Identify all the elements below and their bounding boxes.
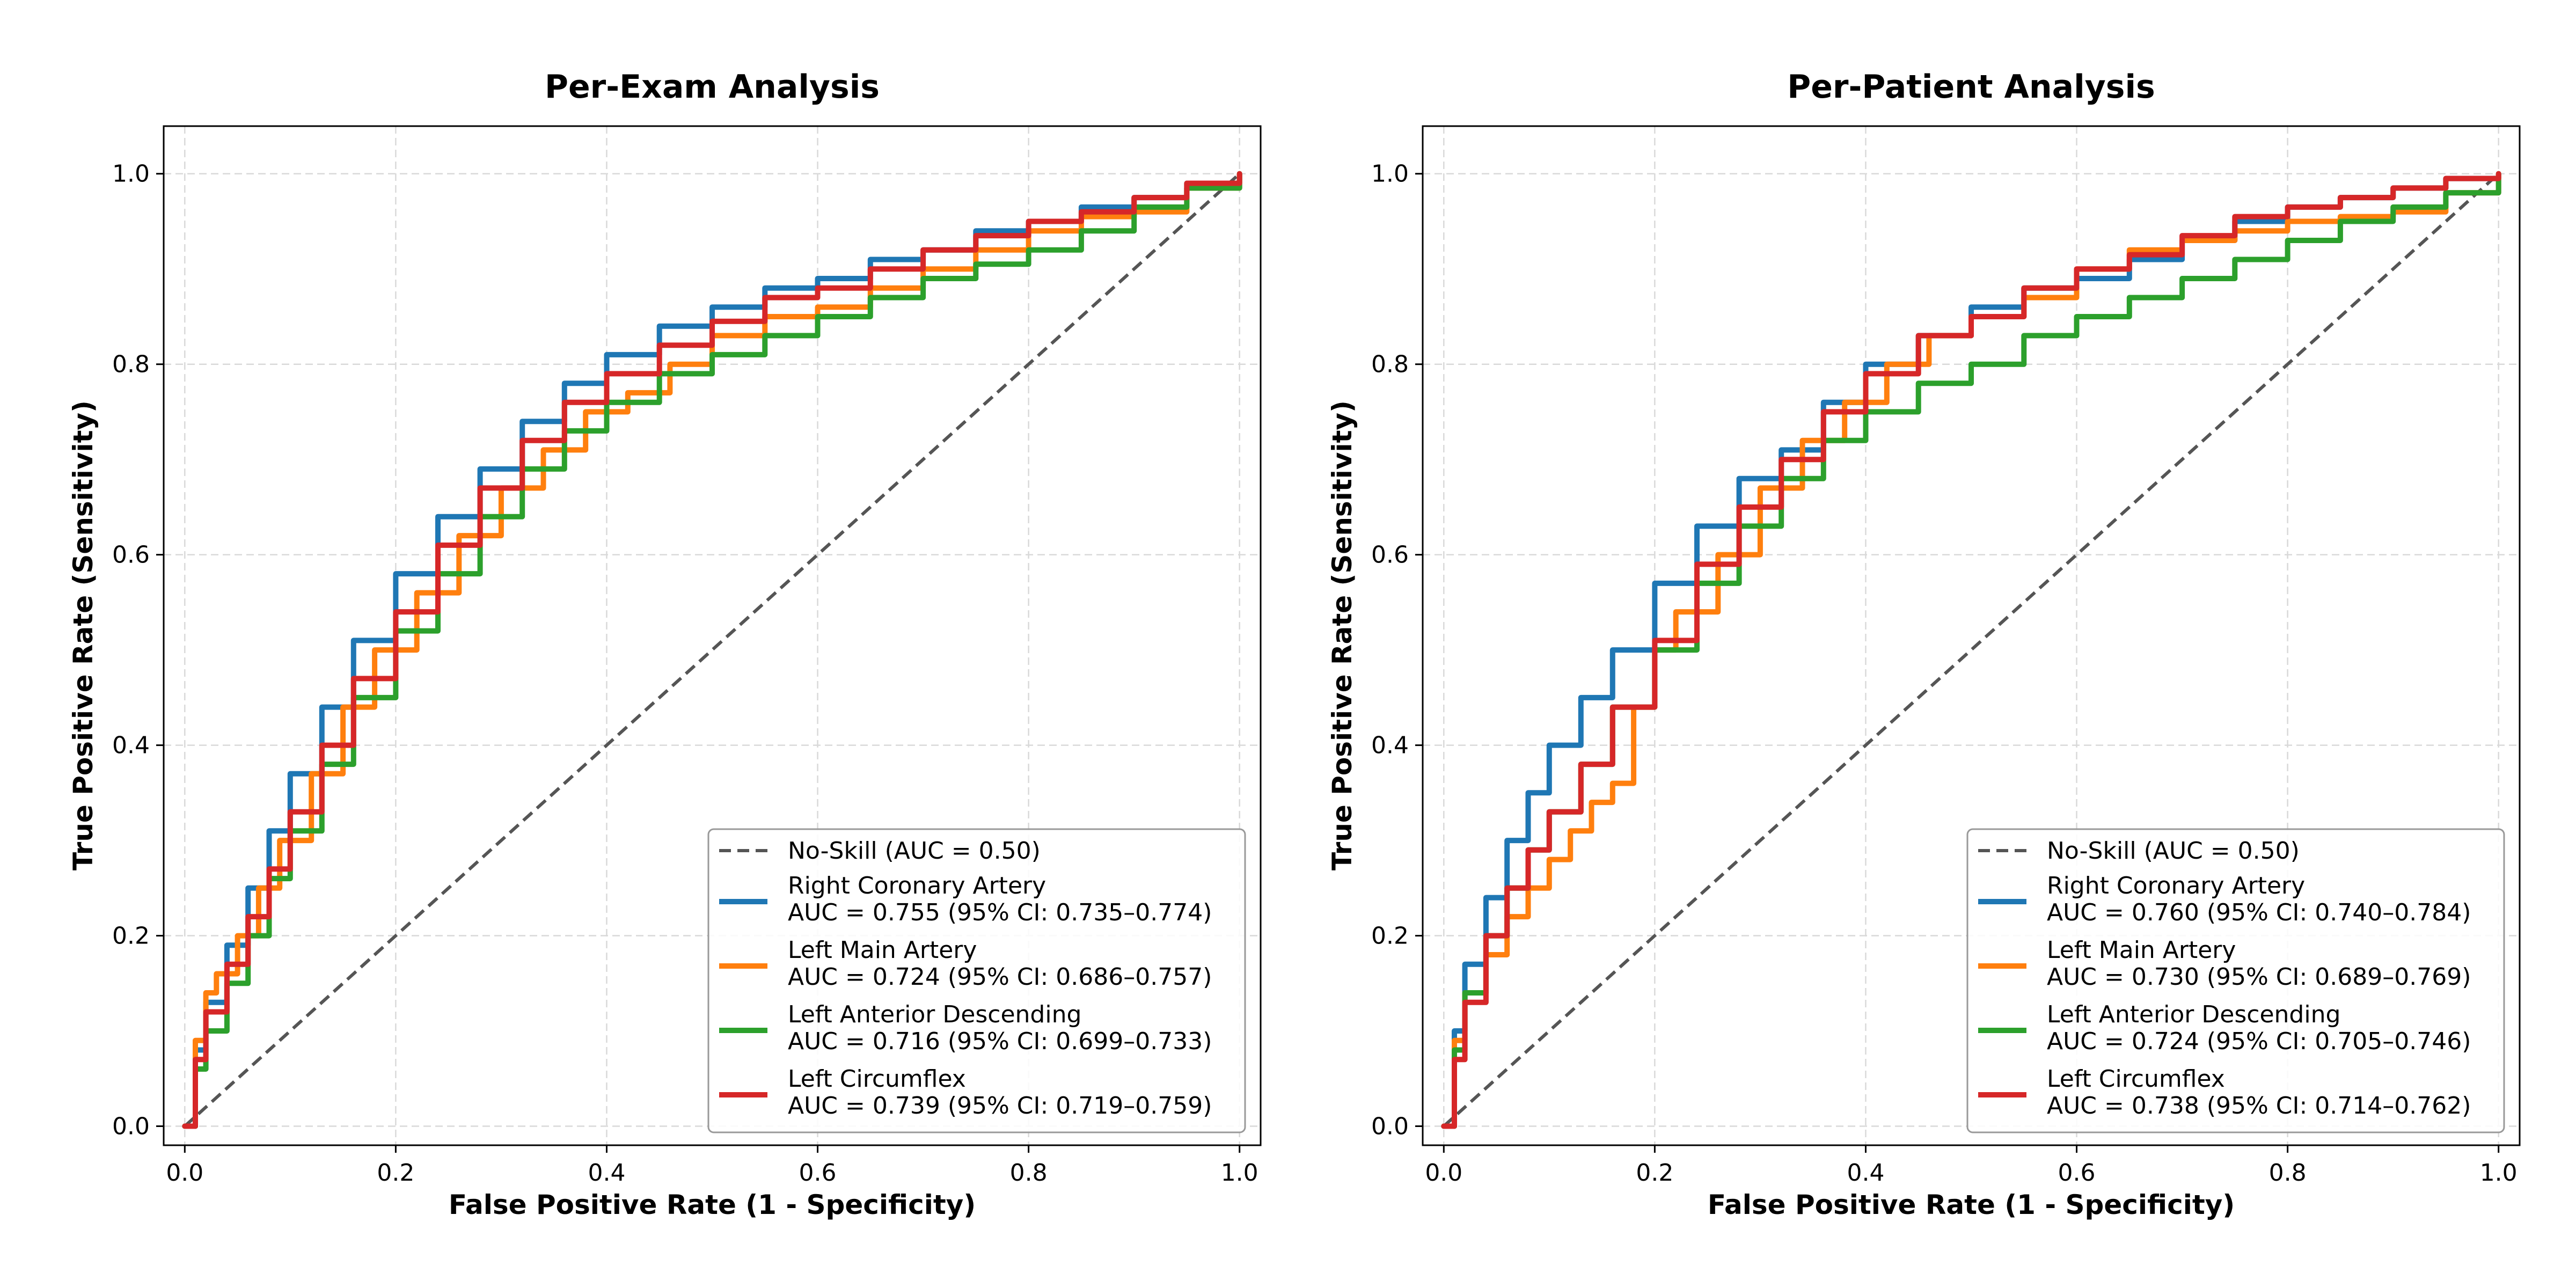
lm-legend-name: Left Main Artery — [2047, 936, 2236, 964]
per-patient-y-axis-label: True Positive Rate (Sensitivity) — [1327, 400, 1358, 870]
per-exam-curves — [182, 171, 1242, 1129]
per-exam-panel: Per-Exam Analysis 0.0 0.2 0.4 0.6 0.8 1.… — [68, 68, 1262, 1220]
per-exam-x-tick-label: 0.4 — [588, 1159, 625, 1187]
per-exam-legend: No-Skill (AUC = 0.50) Right Coronary Art… — [707, 828, 1246, 1133]
per-patient-x-axis-label: False Positive Rate (1 - Specificity) — [1708, 1189, 2235, 1220]
lcx-legend-auc: AUC = 0.738 (95% CI: 0.714–0.762) — [2047, 1092, 2471, 1119]
lm-legend-name: Left Main Artery — [788, 936, 977, 964]
per-exam-y-tick-label: 0.6 — [112, 541, 150, 569]
per-patient-left-main-artery-curve — [1441, 171, 2501, 1129]
per-exam-x-tick-label: 0.2 — [377, 1159, 414, 1187]
per-patient-y-tick-label: 0.4 — [1371, 732, 1409, 759]
no-skill-legend-label: No-Skill (AUC = 0.50) — [788, 837, 1041, 865]
per-patient-y-tick-label: 0.0 — [1371, 1113, 1409, 1140]
per-patient-left-circumflex-curve — [1441, 171, 2501, 1129]
rca-legend-auc: AUC = 0.755 (95% CI: 0.735–0.774) — [788, 899, 1212, 926]
per-patient-plot-frame — [1422, 125, 2521, 1146]
lm-legend-auc: AUC = 0.724 (95% CI: 0.686–0.757) — [788, 963, 1212, 991]
per-patient-x-tick-label: 0.4 — [1847, 1159, 1884, 1187]
per-exam-left-circumflex-curve — [182, 171, 1242, 1129]
lcx-legend-name: Left Circumflex — [788, 1065, 966, 1093]
per-exam-y-tick-label: 0.4 — [112, 732, 150, 759]
per-patient-x-tick-label: 0.8 — [2269, 1159, 2307, 1187]
lcx-legend-name: Left Circumflex — [2047, 1065, 2225, 1093]
no-skill-legend-label: No-Skill (AUC = 0.50) — [2047, 837, 2300, 865]
per-exam-y-tick-label: 1.0 — [112, 160, 150, 188]
per-patient-title: Per-Patient Analysis — [1787, 68, 2155, 106]
per-exam-y-tick-label: 0.8 — [112, 351, 150, 378]
per-patient-legend: No-Skill (AUC = 0.50) Right Coronary Art… — [1966, 828, 2505, 1133]
per-patient-panel: Per-Patient Analysis 0.0 0.2 0.4 0.6 0.8… — [1327, 68, 2521, 1220]
rca-legend-auc: AUC = 0.760 (95% CI: 0.740–0.784) — [2047, 899, 2471, 926]
per-patient-x-tick-label: 0.6 — [2058, 1159, 2096, 1187]
per-exam-x-axis: 0.0 0.2 0.4 0.6 0.8 1.0 — [166, 1159, 1258, 1187]
per-patient-y-tick-label: 0.8 — [1371, 351, 1409, 378]
per-exam-x-axis-label: False Positive Rate (1 - Specificity) — [449, 1189, 976, 1220]
per-patient-x-tick-label: 1.0 — [2480, 1159, 2518, 1187]
lad-legend-auc: AUC = 0.724 (95% CI: 0.705–0.746) — [2047, 1028, 2471, 1055]
per-patient-y-tick-label: 0.6 — [1371, 541, 1409, 569]
rca-legend-name: Right Coronary Artery — [788, 872, 1046, 899]
per-patient-y-tick-label: 0.2 — [1371, 923, 1409, 950]
per-exam-x-tick-label: 1.0 — [1221, 1159, 1258, 1187]
per-patient-x-tick-label: 0.2 — [1636, 1159, 1673, 1187]
per-exam-legend-box — [707, 828, 1246, 1133]
per-exam-x-tick-label: 0.8 — [1010, 1159, 1048, 1187]
per-exam-x-tick-label: 0.6 — [799, 1159, 837, 1187]
lad-legend-auc: AUC = 0.716 (95% CI: 0.699–0.733) — [788, 1028, 1212, 1055]
per-patient-y-tick-label: 1.0 — [1371, 160, 1409, 188]
rca-legend-name: Right Coronary Artery — [2047, 872, 2305, 899]
per-exam-y-tick-label: 0.2 — [112, 923, 150, 950]
per-patient-y-axis: 0.0 0.2 0.4 0.6 0.8 1.0 — [1371, 160, 1409, 1140]
lad-legend-name: Left Anterior Descending — [2047, 1001, 2340, 1028]
per-exam-y-tick-label: 0.0 — [112, 1113, 150, 1140]
per-patient-legend-box — [1966, 828, 2505, 1133]
per-exam-y-axis: 0.0 0.2 0.4 0.6 0.8 1.0 — [112, 160, 150, 1140]
per-patient-x-axis: 0.0 0.2 0.4 0.6 0.8 1.0 — [1425, 1159, 2517, 1187]
per-patient-x-tick-label: 0.0 — [1425, 1159, 1462, 1187]
lad-legend-name: Left Anterior Descending — [788, 1001, 1081, 1028]
per-exam-title: Per-Exam Analysis — [545, 68, 880, 106]
per-patient-curves — [1441, 171, 2501, 1129]
per-exam-plot-frame — [163, 125, 1262, 1146]
lcx-legend-auc: AUC = 0.739 (95% CI: 0.719–0.759) — [788, 1092, 1212, 1119]
lm-legend-auc: AUC = 0.730 (95% CI: 0.689–0.769) — [2047, 963, 2471, 991]
per-exam-x-tick-label: 0.0 — [166, 1159, 203, 1187]
per-exam-y-axis-label: True Positive Rate (Sensitivity) — [68, 400, 99, 870]
